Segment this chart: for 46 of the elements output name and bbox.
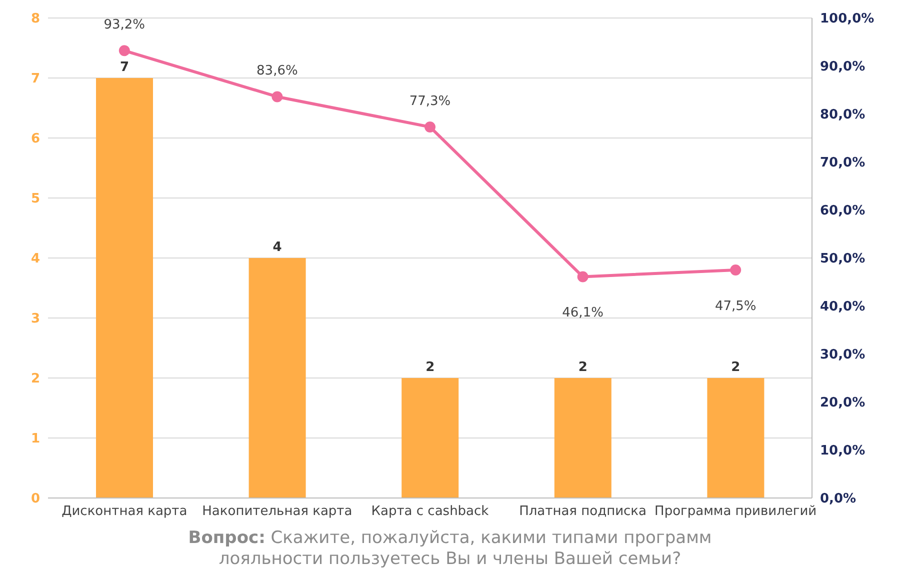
- data-label: 4: [272, 240, 282, 255]
- y-tick-label: 0: [30, 492, 40, 507]
- y-tick-label: 8: [30, 12, 40, 27]
- data-label: 2: [578, 360, 588, 375]
- y2-tick-label: 50,0%: [820, 252, 866, 267]
- x-tick-label: Дисконтная карта: [62, 504, 188, 520]
- data-label: 83,6%: [256, 64, 298, 79]
- y-tick-label: 7: [30, 72, 40, 87]
- data-label: 2: [426, 360, 435, 375]
- y-tick-label: 6: [30, 132, 40, 147]
- bar: [554, 378, 612, 498]
- y-tick-label: 3: [30, 312, 40, 327]
- y2-tick-label: 60,0%: [820, 204, 866, 219]
- data-label: 93,2%: [104, 18, 146, 33]
- point: [272, 91, 283, 102]
- text: Вопрос: Скажите, пожалуйста, какими типами программ лояльности пользуетесь Вы и члены Вашей семьи?: [187, 528, 713, 570]
- y2-tick-label: 100,0%: [820, 12, 874, 27]
- bar: [96, 78, 153, 498]
- bar: [402, 378, 459, 498]
- y2-tick-label: 90,0%: [820, 60, 866, 75]
- y2-tick-label: 80,0%: [820, 108, 866, 123]
- data-label: 46,1%: [562, 306, 604, 321]
- y2-tick-label: 0,0%: [820, 492, 856, 507]
- bar: [248, 258, 306, 498]
- point: [118, 45, 130, 56]
- y-tick-label: 1: [30, 432, 40, 447]
- y2-tick-label: 40,0%: [820, 300, 866, 315]
- y-tick-label: 5: [30, 192, 40, 207]
- y2-tick-label: 70,0%: [820, 156, 866, 171]
- point: [730, 264, 742, 276]
- y-tick-label: 4: [30, 252, 40, 267]
- y-tick-label: 2: [30, 372, 40, 387]
- data-label: 7: [120, 60, 130, 75]
- point: [577, 271, 588, 282]
- x-tick-label: Карта с cashback: [371, 504, 490, 520]
- data-label: 47,5%: [714, 299, 756, 314]
- y2-tick-label: 30,0%: [820, 348, 866, 363]
- bar: [707, 378, 764, 498]
- data-label: 77,3%: [409, 94, 451, 109]
- x-tick-label: Программа привилегий: [654, 504, 817, 520]
- point: [424, 121, 436, 132]
- x-tick-label: Накопительная карта: [202, 504, 352, 520]
- data-label: 2: [731, 360, 740, 375]
- x-tick-label: Платная подписка: [519, 504, 647, 520]
- y2-tick-label: 10,0%: [820, 444, 866, 459]
- y2-tick-label: 20,0%: [820, 396, 866, 411]
